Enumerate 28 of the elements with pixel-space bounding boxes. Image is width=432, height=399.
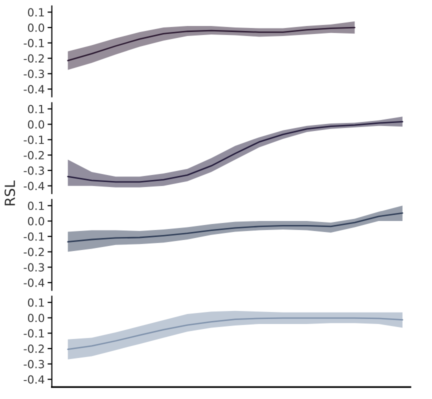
y-tick-label: -0.3: [24, 70, 44, 78]
y-tick-label: 0.1: [28, 8, 44, 17]
y-tick-label: 0.0: [28, 314, 44, 322]
y-tick-label: 0.1: [28, 104, 44, 114]
y-tick-label: -0.1: [24, 232, 44, 241]
y-tick-label: -0.4: [24, 182, 44, 190]
y-tick-label: 0.0: [28, 217, 44, 226]
y-tick-label: 0.0: [28, 120, 44, 129]
line-series: [67, 212, 404, 243]
y-tick-label: -0.4: [24, 85, 44, 94]
y-axis-title: RSL: [4, 180, 16, 206]
y-tick-label: 0.0: [28, 24, 44, 32]
y-tick-label: -0.3: [24, 263, 44, 272]
y-tick-label: -0.1: [24, 329, 44, 338]
y-tick-label: -0.4: [24, 278, 44, 287]
y-tick-label: 0.1: [28, 298, 44, 307]
y-tick-label: -0.3: [24, 360, 44, 368]
y-tick-label: -0.1: [24, 38, 44, 48]
line-series: [67, 26, 356, 62]
y-tick-label: -0.4: [24, 375, 44, 384]
y-tick-label: -0.3: [24, 166, 44, 175]
y-tick-label: -0.2: [24, 151, 44, 160]
line-series: [67, 317, 404, 350]
y-tick-label: 0.1: [28, 202, 44, 210]
y-tick-label: -0.1: [24, 136, 44, 144]
y-tick-label: -0.2: [24, 54, 44, 63]
y-tick-label: -0.2: [24, 344, 44, 353]
y-tick-label: -0.2: [24, 248, 44, 256]
